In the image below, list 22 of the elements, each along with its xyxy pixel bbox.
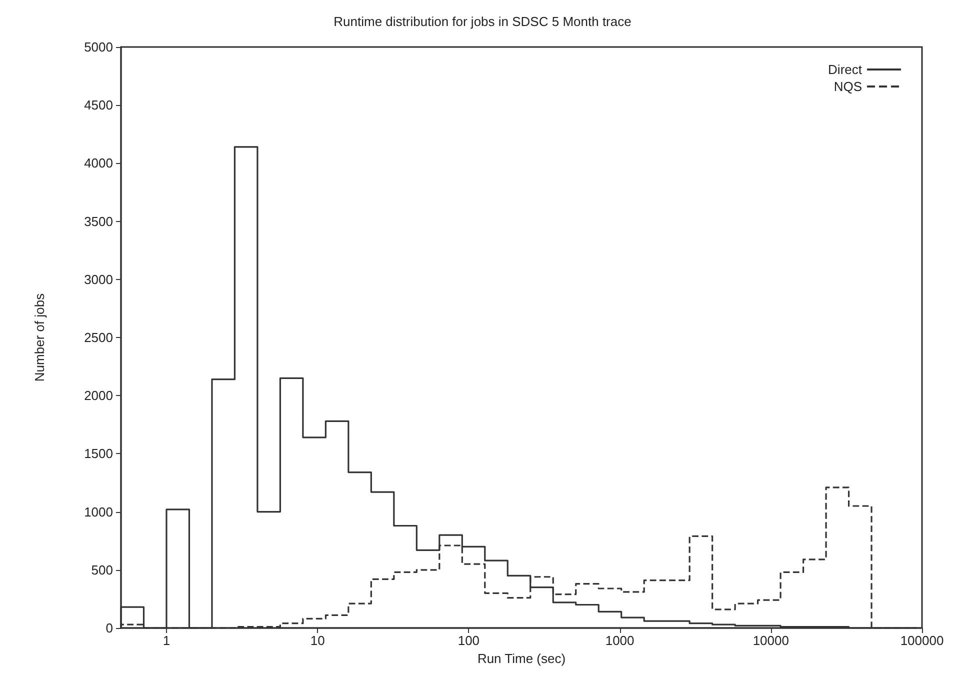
y-axis-title: Number of jobs <box>32 292 47 382</box>
y-tick-label: 2500 <box>84 330 113 345</box>
x-tick-label: 100 <box>458 633 480 648</box>
x-tick-label: 10000 <box>752 633 789 648</box>
y-tick-label: 3000 <box>84 272 113 287</box>
y-tick-label: 1000 <box>84 504 113 520</box>
x-tick-label: 10 <box>310 633 325 648</box>
x-tick-label: 1 <box>162 633 170 648</box>
y-tick-label: 0 <box>106 620 113 636</box>
legend-label: NQS <box>834 79 862 94</box>
y-tick-label: 2000 <box>84 388 113 404</box>
y-tick-label: 4000 <box>84 156 113 171</box>
chart-title: Runtime distribution for jobs in SDSC 5 Month trace <box>334 14 632 29</box>
x-axis-title: Run Time (sec) <box>477 650 566 666</box>
legend-label: Direct <box>828 62 862 77</box>
x-tick-label: 1000 <box>605 633 634 648</box>
y-tick-label: 4500 <box>84 98 113 113</box>
y-tick-label: 5000 <box>84 40 113 54</box>
x-tick-label: 100000 <box>900 633 944 648</box>
y-tick-label: 500 <box>91 562 113 578</box>
y-tick-label: 3500 <box>84 214 113 229</box>
y-tick-label: 1500 <box>84 446 113 462</box>
